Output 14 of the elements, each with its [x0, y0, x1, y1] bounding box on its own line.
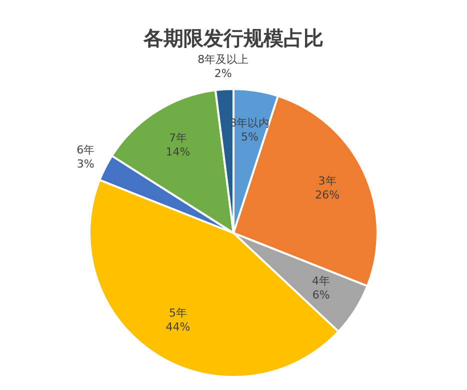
slice-label: 4年 — [312, 274, 330, 288]
data-label: 3% — [76, 157, 94, 170]
slice-label: 5年 — [168, 306, 187, 320]
data-label: 5% — [240, 130, 258, 144]
data-label: 6% — [312, 288, 330, 302]
data-label: 14% — [166, 145, 190, 158]
slice-label: 8年及以上 — [198, 53, 249, 66]
chart-title: 各期限发行规模占比 — [142, 26, 324, 50]
data-label: 2% — [214, 67, 232, 80]
slice-label: 6年 — [76, 143, 95, 156]
slice-label: 7年 — [168, 131, 187, 144]
data-label: 26% — [315, 188, 340, 202]
slice-label: 3年 — [318, 174, 336, 188]
data-label: 44% — [166, 320, 190, 334]
